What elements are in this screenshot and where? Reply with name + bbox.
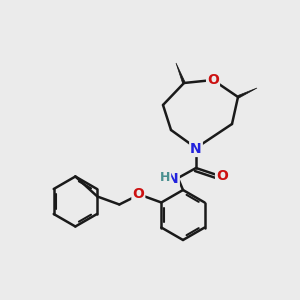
- Text: O: O: [132, 188, 144, 202]
- Text: N: N: [190, 142, 202, 156]
- Text: O: O: [207, 73, 219, 87]
- Polygon shape: [176, 63, 185, 83]
- Polygon shape: [238, 88, 257, 98]
- Text: H: H: [160, 171, 170, 184]
- Text: N: N: [167, 172, 179, 186]
- Text: O: O: [216, 169, 228, 183]
